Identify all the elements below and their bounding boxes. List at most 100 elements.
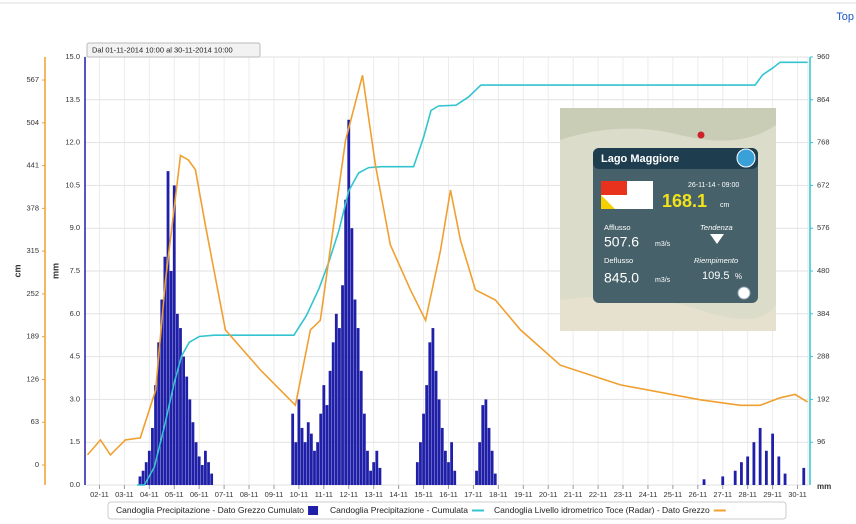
bar xyxy=(450,442,453,485)
x-tick-label: 06-11 xyxy=(190,490,209,499)
y3-tick-label: 378 xyxy=(26,203,39,212)
bar xyxy=(481,405,484,485)
bar xyxy=(484,399,487,485)
bar xyxy=(316,442,319,485)
bar xyxy=(375,451,378,485)
bar xyxy=(151,428,154,485)
x-tick-label: 19-11 xyxy=(514,490,533,499)
y2-tick-label: 768 xyxy=(817,138,830,147)
bar xyxy=(326,405,329,485)
x-tick-label: 05-11 xyxy=(165,490,184,499)
x-tick-label: 20-11 xyxy=(539,490,558,499)
bar xyxy=(210,474,213,485)
y-tick-label: 13.5 xyxy=(65,95,80,104)
date-range: Dal 01-11-2014 10:00 al 30-11-2014 10:00 xyxy=(92,45,233,54)
y-tick-label: 4.5 xyxy=(70,352,80,361)
bar xyxy=(148,451,151,485)
x-tick-label: 13-11 xyxy=(364,490,383,499)
bar xyxy=(329,371,332,485)
bar xyxy=(416,462,419,485)
bar xyxy=(179,328,182,485)
bar xyxy=(344,200,347,485)
fill-value: 109.5 xyxy=(702,270,730,282)
bar xyxy=(201,465,204,485)
bar xyxy=(341,285,344,485)
fill-label: Riempimento xyxy=(694,256,738,265)
bar xyxy=(419,442,422,485)
x-tick-label: 21-11 xyxy=(564,490,583,499)
bar xyxy=(354,300,357,485)
legend-label: Candoglia Livello idrometrico Toce (Rada… xyxy=(494,505,710,515)
y-tick-label: 6.0 xyxy=(70,309,80,318)
top-link[interactable]: Top xyxy=(836,11,854,23)
page: Top 02-1103-1104-1105-1106-1107-1108-110… xyxy=(0,0,856,524)
bar xyxy=(139,476,142,485)
y-tick-label: 15.0 xyxy=(65,52,80,61)
bar xyxy=(167,171,170,485)
y2-tick-label: 480 xyxy=(817,266,830,275)
x-tick-label: 04-11 xyxy=(140,490,159,499)
inset: Lago Maggiore 26-11-14 - 09:00 168.1 cm … xyxy=(560,108,776,331)
x-tick-label: 23-11 xyxy=(614,490,633,499)
bar xyxy=(154,385,157,485)
bar xyxy=(453,471,456,485)
outflow-unit: m3/s xyxy=(655,277,671,284)
x-tick-label: 14-11 xyxy=(389,490,408,499)
y2-tick-label: 864 xyxy=(817,95,830,104)
y3-tick-label: 189 xyxy=(26,332,39,341)
bar xyxy=(721,476,724,485)
bar xyxy=(740,462,743,485)
bar xyxy=(291,414,294,485)
y3-tick-label: 315 xyxy=(26,246,39,255)
trend-label: Tendenza xyxy=(700,223,733,232)
y-tick-label: 10.5 xyxy=(65,180,80,189)
y3-tick-label: 0 xyxy=(35,460,39,469)
x-tick-label: 11-11 xyxy=(315,490,333,499)
x-tick-label: 12-11 xyxy=(339,490,358,499)
y3-tick-label: 126 xyxy=(26,374,39,383)
bar xyxy=(198,456,201,485)
bar xyxy=(332,342,335,485)
legend-swatch xyxy=(308,506,318,515)
x-tick-label: 09-11 xyxy=(265,490,284,499)
inset-timestamp: 26-11-14 - 09:00 xyxy=(688,182,739,189)
bar xyxy=(363,414,366,485)
y3-tick-label: 567 xyxy=(26,75,39,84)
inset-level: 168.1 xyxy=(662,191,707,211)
y3-tick-label: 252 xyxy=(26,289,39,298)
bar xyxy=(294,442,297,485)
x-tick-label: 08-11 xyxy=(240,490,259,499)
y3-tick-label: 63 xyxy=(31,417,39,426)
bar xyxy=(369,471,372,485)
fill-unit: % xyxy=(735,272,742,281)
bar xyxy=(170,271,173,485)
x-tick-label: 07-11 xyxy=(215,490,234,499)
bar xyxy=(176,314,179,485)
bar xyxy=(188,399,191,485)
bar xyxy=(304,442,307,485)
x-tick-label: 15-11 xyxy=(414,490,433,499)
bar xyxy=(447,462,450,485)
bar xyxy=(310,434,313,485)
map-pin xyxy=(698,132,705,139)
bar xyxy=(765,451,768,485)
x-tick-label: 02-11 xyxy=(90,490,109,499)
bar xyxy=(444,451,447,485)
bar xyxy=(313,451,316,485)
bar xyxy=(759,428,762,485)
y-tick-label: 12.0 xyxy=(65,138,80,147)
legend-label: Candoglia Precipitazione - Dato Grezzo C… xyxy=(116,505,304,515)
bar xyxy=(182,357,185,485)
bar xyxy=(207,462,210,485)
bar xyxy=(379,468,382,485)
y2-tick-label: 960 xyxy=(817,52,830,61)
bar xyxy=(734,471,737,485)
inflow-label: Afflusso xyxy=(604,223,631,232)
inset-title: Lago Maggiore xyxy=(601,153,679,165)
y3-tick-label: 441 xyxy=(26,161,39,170)
x-tick-label: 17-11 xyxy=(464,490,483,499)
zoom-icon[interactable] xyxy=(738,287,750,299)
inset-level-unit: cm xyxy=(720,202,730,209)
bar xyxy=(366,451,369,485)
x-tick-label: 18-11 xyxy=(489,490,508,499)
